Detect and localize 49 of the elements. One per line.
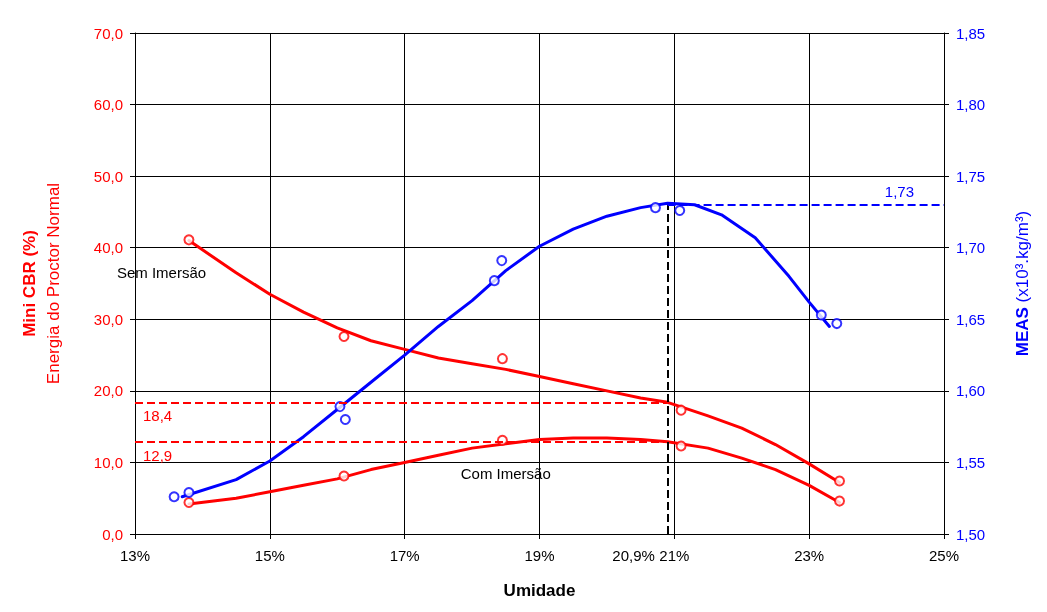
y2-tick-label: 1,55 <box>956 453 986 471</box>
point <box>183 497 195 509</box>
point <box>183 234 195 246</box>
y2-tick-label: 1,70 <box>956 239 986 257</box>
y2-tick-label: 1,65 <box>956 310 986 328</box>
y2-tick-label: 1,75 <box>956 167 986 185</box>
point <box>674 205 686 216</box>
ref-line-label: 1,73 <box>884 182 914 200</box>
ref-line-label: 20,9% <box>612 547 655 564</box>
y-tick-label: 30,0 <box>93 310 123 328</box>
point <box>339 413 351 425</box>
y-tick-label: 10,0 <box>93 453 123 471</box>
y-tick-label: 20,0 <box>93 382 123 400</box>
x-tick-label: 17% <box>389 547 420 564</box>
point <box>831 318 843 330</box>
x-tick-label: 21% <box>659 547 690 564</box>
point <box>168 491 180 503</box>
y2-tick-label: 1,50 <box>956 525 986 543</box>
point <box>834 495 845 507</box>
x-tick-label: 19% <box>524 547 555 564</box>
y2-axis-title: MEAS (x10³.kg/m³) <box>1013 210 1032 357</box>
point <box>496 255 508 267</box>
y-tick-label: 50,0 <box>93 167 123 185</box>
x-tick-label: 23% <box>794 547 825 564</box>
ref-line-label: 18,4 <box>143 407 173 425</box>
point <box>183 486 195 498</box>
x-tick-label: 25% <box>928 547 960 564</box>
x-axis-title: Umidade <box>503 581 576 600</box>
y2-tick-label: 1,60 <box>956 382 986 400</box>
x-tick-label: 13% <box>119 547 151 564</box>
point <box>488 275 500 287</box>
point <box>338 470 350 482</box>
point <box>675 404 687 416</box>
point <box>815 309 827 321</box>
x-tick-label: 15% <box>254 547 285 564</box>
point <box>496 353 508 365</box>
ref-line-label: 12,9 <box>143 446 173 464</box>
y-tick-label: 40,0 <box>93 239 123 257</box>
y-axis-title: Mini CBR (%) Energia do Proctor Normal <box>19 182 63 385</box>
point <box>834 475 845 487</box>
y-tick-label: 70,0 <box>93 24 123 42</box>
point <box>649 202 661 214</box>
y-tick-label: 0,0 <box>102 525 123 543</box>
point <box>338 330 350 342</box>
point <box>334 401 346 413</box>
y2-tick-label: 1,80 <box>956 96 986 114</box>
point <box>675 440 687 452</box>
y2-tick-label: 1,85 <box>956 24 986 42</box>
y-tick-label: 60,0 <box>93 96 123 114</box>
